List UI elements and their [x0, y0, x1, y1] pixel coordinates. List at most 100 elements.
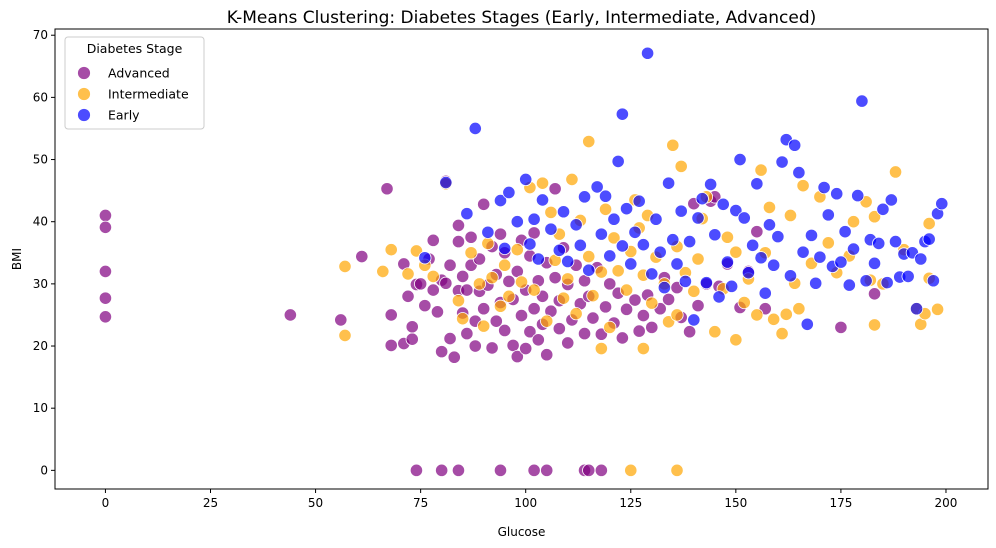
axes-layer: 0 25 50 75 100 125 150 175 200 0 10 20 30 40 50 60 70	[33, 28, 989, 510]
data-point	[283, 308, 297, 322]
data-point	[720, 230, 735, 244]
data-point	[804, 228, 819, 242]
y-axis-label: BMI	[10, 248, 24, 270]
data-point	[792, 302, 806, 316]
data-point	[611, 264, 625, 278]
x-axis-label: Glucose	[498, 525, 546, 539]
data-point	[922, 216, 936, 231]
data-point	[98, 220, 113, 234]
data-point	[477, 302, 491, 316]
data-point	[733, 152, 747, 167]
data-point	[556, 205, 571, 219]
data-point	[624, 257, 638, 271]
data-point	[493, 463, 508, 477]
data-point	[380, 182, 394, 196]
data-point	[514, 308, 529, 323]
data-point	[401, 289, 415, 303]
legend-label-advanced: Advanced	[108, 66, 170, 81]
data-point	[443, 258, 457, 272]
data-point	[762, 200, 777, 215]
data-point	[691, 299, 705, 313]
data-point	[687, 313, 701, 327]
data-point	[98, 291, 113, 305]
data-point	[767, 258, 781, 272]
x-tick-label: 0	[102, 496, 110, 510]
data-point	[384, 308, 398, 322]
x-tick-label: 100	[514, 496, 537, 510]
legend-title: Diabetes Stage	[87, 41, 183, 56]
data-point	[540, 314, 554, 328]
data-point	[414, 277, 428, 291]
data-point	[477, 197, 491, 211]
x-tick-label: 175	[829, 496, 852, 510]
data-point	[687, 284, 701, 298]
data-point	[464, 246, 478, 260]
data-point	[926, 274, 940, 288]
data-point	[661, 292, 676, 307]
data-point	[758, 286, 772, 300]
data-point	[729, 203, 743, 218]
data-point	[830, 187, 844, 201]
y-tick-label: 30	[33, 277, 48, 291]
data-point	[775, 155, 789, 169]
data-point	[640, 46, 655, 60]
data-point	[510, 243, 524, 257]
data-point	[767, 312, 781, 326]
data-point	[468, 121, 482, 136]
data-point	[418, 251, 432, 265]
data-point	[405, 332, 419, 346]
data-point	[594, 341, 608, 356]
data-point	[493, 299, 508, 313]
data-point	[922, 232, 936, 246]
data-point	[746, 238, 760, 252]
data-point	[582, 263, 596, 277]
data-point	[607, 231, 621, 245]
data-point	[901, 269, 915, 284]
data-point	[636, 341, 650, 356]
data-point	[632, 194, 646, 208]
data-point	[775, 326, 789, 341]
data-point	[930, 302, 945, 316]
x-tick-label: 50	[308, 496, 323, 510]
data-point	[426, 233, 440, 247]
data-point	[699, 276, 714, 290]
data-point	[502, 185, 516, 200]
data-point	[586, 311, 600, 325]
series-intermediate	[338, 134, 945, 477]
data-point	[704, 177, 718, 192]
data-point	[338, 259, 352, 274]
data-point	[645, 296, 659, 310]
data-point	[548, 182, 562, 196]
data-point	[750, 177, 764, 191]
data-point	[762, 218, 777, 232]
data-point	[561, 336, 575, 350]
data-point	[338, 328, 352, 343]
data-point	[884, 193, 898, 207]
data-point	[615, 331, 629, 345]
data-point	[876, 202, 890, 216]
data-point	[817, 180, 831, 195]
data-point	[334, 313, 348, 327]
data-point	[628, 225, 642, 239]
data-point	[569, 307, 583, 321]
legend-label-intermediate: Intermediate	[108, 87, 189, 102]
data-point	[519, 341, 533, 356]
data-point	[598, 300, 613, 314]
plot-frame	[54, 28, 989, 490]
data-point	[355, 249, 369, 264]
data-point	[552, 322, 566, 336]
data-point	[451, 218, 466, 233]
chart-title: K-Means Clustering: Diabetes Stages (Ear…	[227, 8, 817, 28]
data-point	[914, 252, 928, 266]
data-point	[809, 276, 823, 290]
data-point	[821, 208, 835, 222]
data-point	[582, 134, 596, 149]
data-point	[846, 215, 861, 229]
data-point	[426, 283, 440, 297]
data-point	[720, 255, 735, 269]
data-point	[460, 283, 474, 297]
data-point	[590, 180, 604, 194]
data-point	[683, 325, 697, 339]
data-point	[493, 193, 508, 208]
x-tick-label: 75	[413, 496, 428, 510]
